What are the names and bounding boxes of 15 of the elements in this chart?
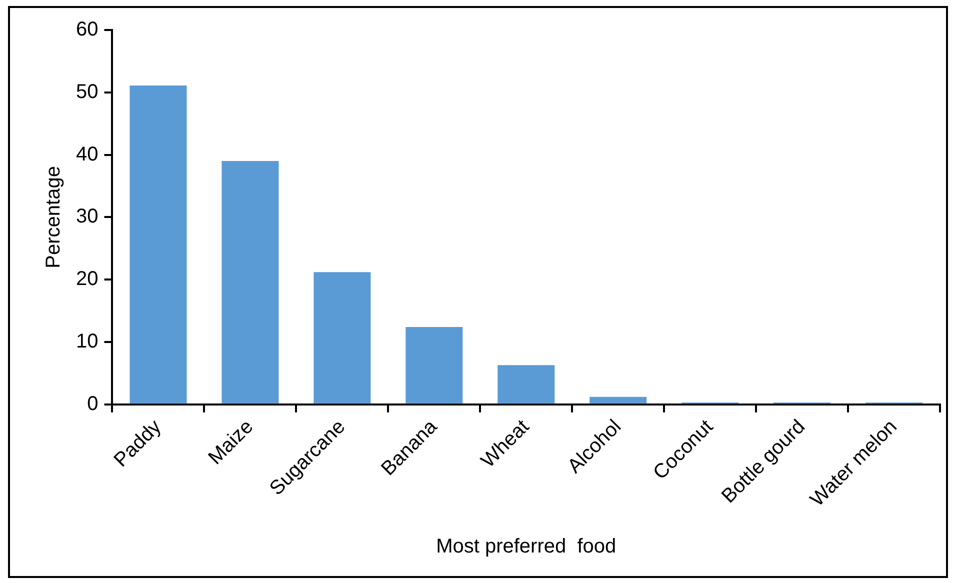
y-tick-label: 10 xyxy=(76,330,98,353)
bar xyxy=(314,272,371,404)
y-tick-label: 60 xyxy=(76,18,98,41)
x-axis-title: Most preferred food xyxy=(436,536,616,558)
y-tick-label: 30 xyxy=(76,206,98,228)
y-tick-label: 50 xyxy=(76,80,98,103)
bar xyxy=(406,327,463,404)
bar xyxy=(130,86,187,404)
bar xyxy=(222,161,279,404)
y-tick-label: 0 xyxy=(87,392,98,415)
y-axis-title: Percentage xyxy=(42,166,65,268)
bar xyxy=(590,396,647,404)
y-tick-label: 20 xyxy=(76,268,98,290)
y-tick-label: 40 xyxy=(76,143,98,166)
bar xyxy=(498,365,555,404)
